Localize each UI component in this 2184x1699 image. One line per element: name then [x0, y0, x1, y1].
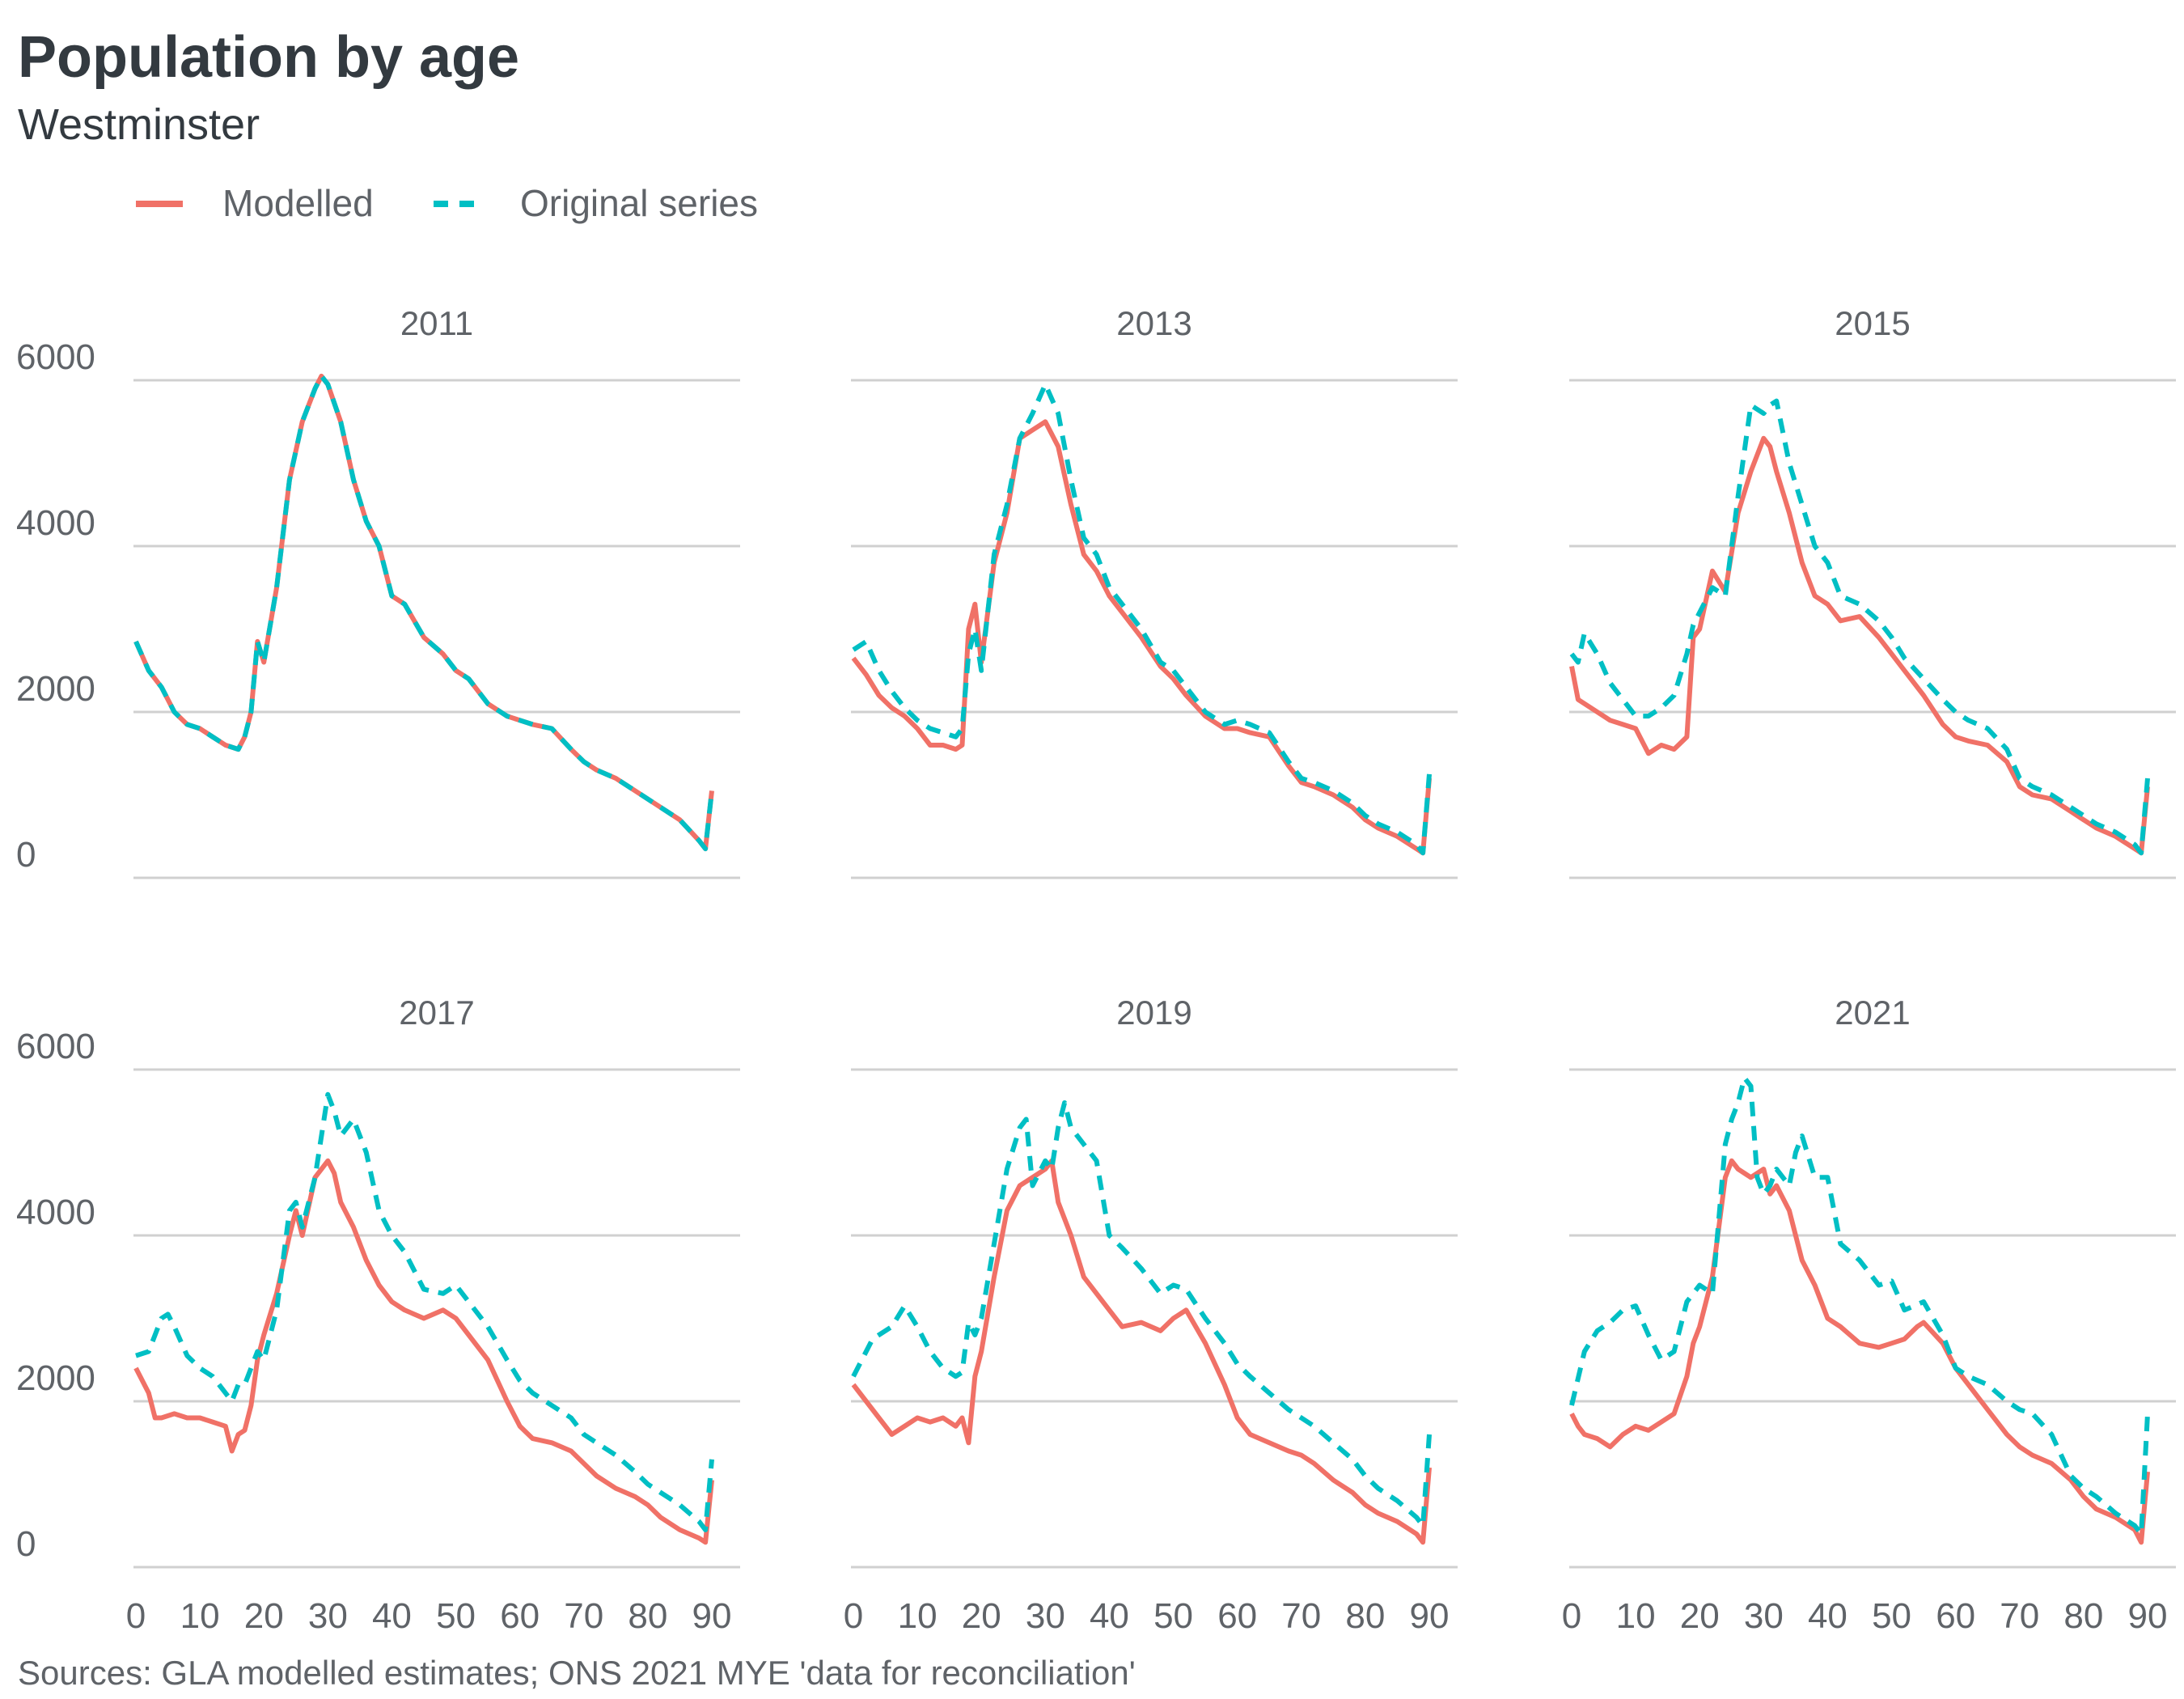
y-tick-label: 4000	[16, 503, 95, 543]
legend: Modelled Original series	[136, 182, 758, 224]
x-tick-label: 50	[436, 1596, 476, 1636]
y-tick-label: 4000	[16, 1193, 95, 1232]
x-tick-label: 60	[1936, 1596, 1975, 1636]
x-tick-label: 30	[1026, 1596, 1065, 1636]
series-line-original-2021	[1569, 1075, 2150, 1536]
y-tick-label: 6000	[16, 1027, 95, 1066]
x-tick-label: 50	[1872, 1596, 1911, 1636]
legend-label-original: Original series	[520, 182, 758, 224]
x-tick-label: 60	[500, 1596, 540, 1636]
series-line-modelled-2019	[851, 1158, 1432, 1545]
x-tick-label: 0	[844, 1596, 863, 1636]
x-tick-label: 80	[1345, 1596, 1385, 1636]
series-line-original-2017	[135, 1091, 714, 1532]
x-tick-label: 40	[1808, 1596, 1848, 1636]
x-tick-label: 10	[1616, 1596, 1656, 1636]
x-tick-label: 30	[1744, 1596, 1784, 1636]
x-tick-label: 20	[244, 1596, 284, 1636]
x-tick-label: 10	[180, 1596, 220, 1636]
x-tick-label: 60	[1217, 1596, 1257, 1636]
x-tick-label: 50	[1153, 1596, 1193, 1636]
x-tick-label: 20	[1680, 1596, 1720, 1636]
x-tick-label: 70	[564, 1596, 603, 1636]
facet-panel-2015: 2015	[1569, 304, 2176, 879]
series-line-original-2013	[852, 382, 1432, 856]
facet-panel-2013: 2013	[851, 304, 1458, 879]
x-tick-label: 90	[692, 1596, 732, 1636]
x-tick-label: 20	[962, 1596, 1001, 1636]
y-tick-label: 2000	[16, 1358, 95, 1398]
facet-panel-2011: 2011 0 2000 4000 6000	[16, 304, 740, 879]
series-line-modelled-2021	[1569, 1158, 2150, 1545]
x-tick-label: 40	[1090, 1596, 1129, 1636]
chart-subtitle: Westminster	[18, 100, 260, 149]
series-line-modelled-2011	[133, 373, 714, 852]
facet-title-2021: 2021	[1835, 994, 1910, 1032]
x-tick-label: 80	[2063, 1596, 2103, 1636]
y-tick-label: 2000	[16, 669, 95, 709]
facet-title-2011: 2011	[400, 304, 473, 342]
x-tick-label: 30	[308, 1596, 348, 1636]
facet-title-2015: 2015	[1835, 304, 1910, 342]
chart-caption: Sources: GLA modelled estimates; ONS 202…	[18, 1654, 1136, 1692]
x-tick-label: 70	[2000, 1596, 2039, 1636]
x-tick-label: 90	[1410, 1596, 1450, 1636]
facet-panel-2021: 2021 0 10 20 30 40 50 60 70 80 90	[1562, 994, 2176, 1636]
chart-title: Population by age	[18, 25, 519, 90]
facet-title-2017: 2017	[399, 994, 474, 1032]
y-tick-label: 0	[16, 835, 36, 875]
series-line-original-2011	[133, 373, 714, 852]
series-line-modelled-2013	[851, 419, 1432, 856]
series-line-modelled-2015	[1569, 435, 2150, 856]
series-line-modelled-2017	[133, 1158, 714, 1545]
series-line-original-2019	[851, 1100, 1432, 1528]
facet-panel-2019: 2019 0 10 20 30 40 50 60 70 80 90	[844, 994, 1458, 1636]
x-tick-label: 10	[898, 1596, 938, 1636]
x-tick-label: 0	[1562, 1596, 1581, 1636]
x-tick-label: 40	[372, 1596, 412, 1636]
x-tick-label: 90	[2128, 1596, 2168, 1636]
facet-title-2013: 2013	[1116, 304, 1191, 342]
legend-label-modelled: Modelled	[222, 182, 374, 224]
y-tick-label: 6000	[16, 337, 95, 377]
series-line-original-2015	[1569, 398, 2150, 856]
facet-title-2019: 2019	[1116, 994, 1191, 1032]
x-tick-label: 80	[628, 1596, 667, 1636]
y-tick-label: 0	[16, 1524, 36, 1564]
facet-panel-2017: 2017 0 2000 4000 6000 0 10 20 30 40 50 60 70 80 90	[16, 994, 740, 1636]
x-tick-label: 70	[1281, 1596, 1321, 1636]
x-tick-label: 0	[126, 1596, 146, 1636]
